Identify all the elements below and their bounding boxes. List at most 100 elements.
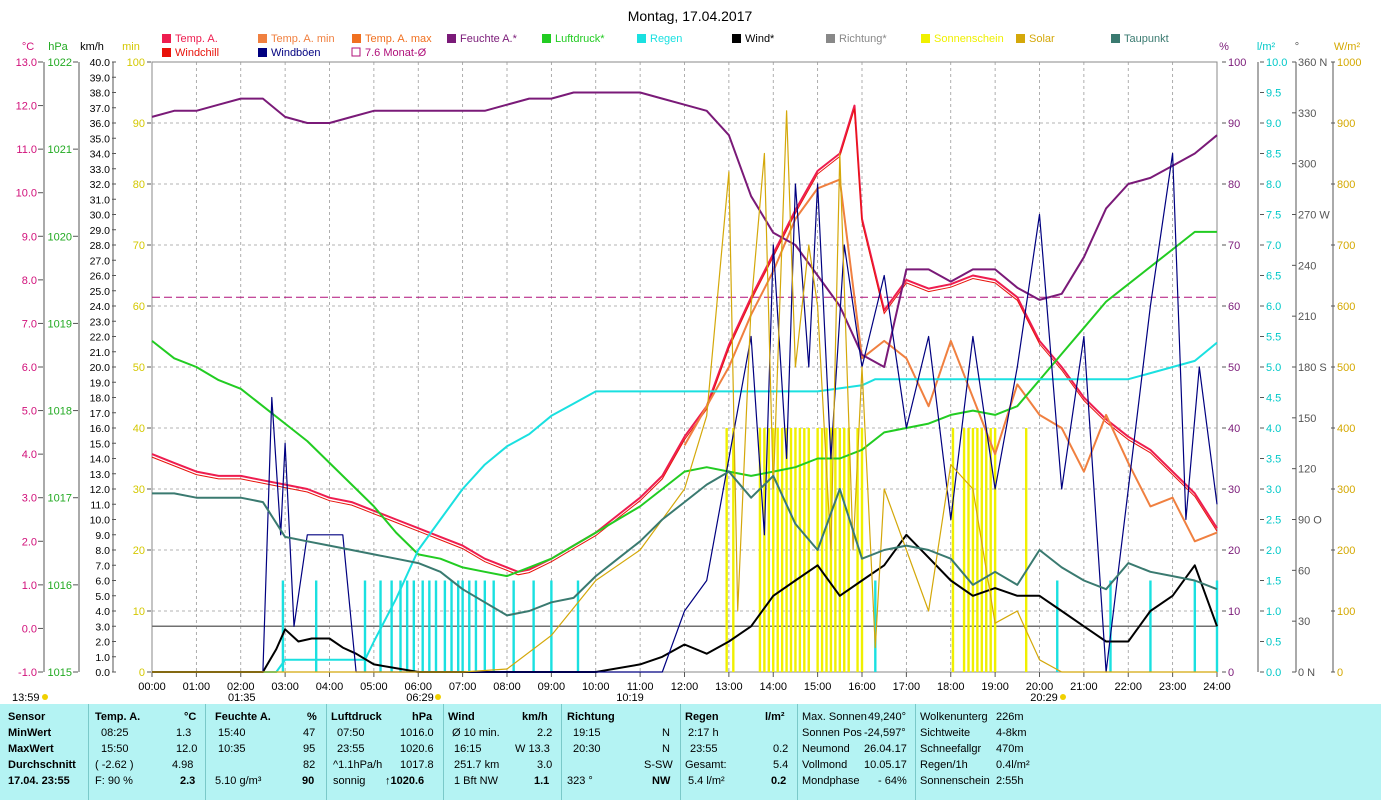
rain-max-time: 23:55 [690, 743, 718, 755]
tick-temp: 3.0 [22, 493, 37, 505]
legend-swatch [447, 34, 456, 43]
tick-minutes: 20 [133, 545, 145, 557]
bar-sonnenschein [794, 428, 797, 672]
bar-sonnenschein [780, 428, 784, 672]
tick-direction: 150 [1298, 413, 1316, 425]
astro-sun-max-value: 49,240° [868, 711, 907, 723]
bar-regen [512, 580, 515, 672]
rain-total-label: Gesamt: [685, 759, 727, 771]
tick-time: 18:00 [937, 681, 965, 693]
legend-label: 7.6 Monat-Ø [365, 47, 427, 59]
bar-sonnenschein [785, 428, 788, 672]
row-label-max: MaxWert [8, 743, 54, 755]
tick-wind: 18.0 [90, 393, 111, 405]
legend-swatch [258, 48, 267, 57]
tick-temp: 1.0 [22, 580, 37, 592]
tick-time: 11:00 [627, 681, 654, 693]
tick-rain: 8.0 [1266, 179, 1281, 191]
tick-solar: 300 [1337, 484, 1355, 496]
tick-wind: 32.0 [90, 179, 111, 191]
tick-temp: 13.0 [16, 57, 37, 69]
temp-current-extra: F: 90 % [95, 775, 133, 787]
tick-minutes: 90 [133, 118, 145, 130]
bar-sonnenschein [951, 428, 955, 672]
wind-current-bft: 1 Bft NW [454, 775, 499, 787]
bar-regen [1149, 580, 1152, 672]
rain-max-value: 0.2 [773, 743, 789, 755]
tick-solar: 500 [1337, 362, 1355, 374]
bar-regen [379, 580, 382, 672]
tick-wind: 0.0 [95, 667, 110, 679]
tick-humidity: 80 [1228, 179, 1240, 191]
bar-regen [474, 580, 478, 672]
legend-swatch [826, 34, 835, 43]
header-pres: Luftdruck [331, 711, 382, 723]
legend-label: Windchill [175, 47, 219, 59]
header-sensor: Sensor [8, 711, 46, 723]
legend-label: Feuchte A.* [460, 33, 518, 45]
tick-humidity: 60 [1228, 301, 1240, 313]
bar-sonnenschein [763, 428, 766, 672]
temp-max-time: 15:50 [101, 743, 129, 755]
tick-wind: 21.0 [90, 347, 111, 359]
bar-sonnenschein [980, 428, 984, 672]
sun-dot [1060, 694, 1066, 700]
header-temp-unit: °C [184, 711, 197, 723]
tick-time: 22:00 [1114, 681, 1142, 693]
tick-time: 24:00 [1203, 681, 1231, 693]
hum-min-value: 47 [303, 727, 316, 739]
bar-sonnenschein [798, 428, 802, 672]
bar-sonnenschein [834, 428, 837, 672]
series-line-wind- [152, 533, 1218, 673]
axis-unit-solar: W/m² [1334, 41, 1361, 53]
bar-sonnenschein [803, 428, 806, 672]
temp-max-value: 12.0 [176, 743, 198, 755]
tick-rain: 3.0 [1266, 484, 1281, 496]
bar-sonnenschein [967, 428, 970, 672]
astro-sun-pos-value: -24,597° [864, 727, 906, 739]
header-temp: Temp. A. [95, 711, 141, 723]
bar-regen [468, 580, 471, 672]
header-dir: Richtung [567, 711, 615, 723]
tick-temp: 9.0 [22, 231, 37, 243]
legend-swatch [162, 34, 171, 43]
dir-max-time: 20:30 [573, 743, 601, 755]
bar-sonnenschein [776, 428, 779, 672]
tick-rain: 4.5 [1266, 393, 1281, 405]
marker-moonrise: 01:35 [228, 692, 256, 704]
tick-rain: 9.0 [1266, 118, 1281, 130]
tick-wind: 9.0 [95, 530, 110, 542]
header-pres-unit: hPa [412, 711, 433, 723]
tick-direction: 180 S [1298, 362, 1327, 374]
tick-temp: 11.0 [16, 144, 37, 156]
pres-max-value: 1020.6 [400, 743, 434, 755]
rain-duration: 2:17 h [688, 727, 719, 739]
tick-wind: 30.0 [90, 210, 111, 222]
rain-rate-value: 0.4l/m² [996, 759, 1030, 771]
dir-current-value: NW [652, 775, 671, 787]
legend-swatch [352, 34, 361, 43]
tick-time: 10:00 [582, 681, 610, 693]
tick-wind: 20.0 [90, 362, 111, 374]
tick-direction: 210 [1298, 311, 1316, 323]
wind-current-value: 1.1 [534, 775, 550, 787]
tick-time: 19:00 [981, 681, 1009, 693]
statistics-panel: Sensor Temp. A. °C Feuchte A. % Luftdruc… [0, 704, 1381, 800]
tick-humidity: 90 [1228, 118, 1240, 130]
tick-pressure: 1016 [48, 580, 72, 592]
legend-swatch [732, 34, 741, 43]
tick-rain: 5.0 [1266, 362, 1281, 374]
tick-solar: 0 [1337, 667, 1343, 679]
tick-wind: 38.0 [90, 88, 111, 100]
tick-time: 07:00 [449, 681, 477, 693]
bar-regen [1109, 580, 1112, 672]
bar-sonnenschein [860, 428, 864, 672]
rain-current-extra: 5.4 l/m² [688, 775, 725, 787]
legend-label: Sonnenschein [934, 33, 1004, 45]
astro-sun-max-label: Max. Sonnen [802, 711, 867, 723]
temp-avg-extra: ( -2.62 ) [95, 759, 134, 771]
bar-sonnenschein [847, 428, 850, 672]
legend-label: Temp. A. min [271, 33, 335, 45]
bar-sonnenschein [772, 428, 775, 672]
axis-unit-wind: km/h [80, 41, 104, 53]
